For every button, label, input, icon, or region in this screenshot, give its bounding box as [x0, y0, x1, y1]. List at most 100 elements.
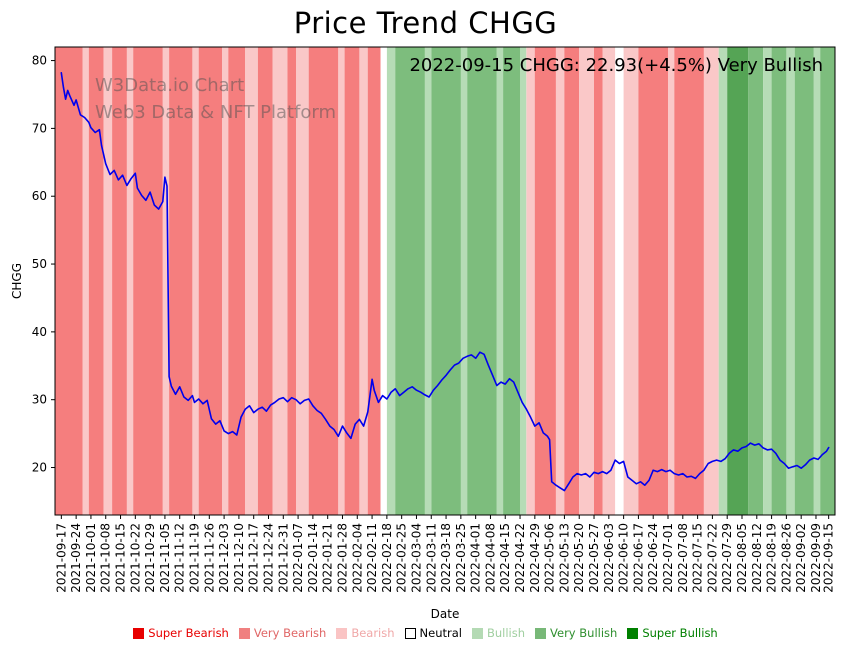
- x-tick-label: 2022-08-26: [779, 523, 793, 593]
- sentiment-band-very_bearish: [88, 47, 104, 515]
- x-tick-label: 2021-12-31: [276, 523, 290, 593]
- x-tick-label: 2021-09-24: [69, 523, 83, 593]
- x-tick-label: 2022-06-10: [617, 523, 631, 593]
- x-tick-label: 2022-01-14: [306, 523, 320, 593]
- x-tick-label: 2022-05-20: [572, 523, 586, 593]
- sentiment-band-bearish: [296, 47, 309, 515]
- sentiment-band-bearish: [623, 47, 639, 515]
- x-tick-label: 2022-01-21: [321, 523, 335, 593]
- y-tick-label: 80: [32, 54, 47, 68]
- sentiment-band-very_bullish: [820, 47, 835, 515]
- x-tick-label: 2021-10-29: [143, 523, 157, 593]
- x-tick-label: 2021-10-15: [114, 523, 128, 593]
- x-tick-label: 2022-02-25: [395, 523, 409, 593]
- chart-title: Price Trend CHGG: [293, 6, 558, 40]
- y-axis-label: CHGG: [10, 263, 24, 299]
- sentiment-band-very_bullish: [503, 47, 520, 515]
- watermark-line1: W3Data.io Chart: [95, 75, 245, 96]
- x-tick-label: 2022-04-01: [469, 523, 483, 593]
- sentiment-band-very_bearish: [287, 47, 296, 515]
- latest-price-annotation: 2022-09-15 CHGG: 22.93(+4.5%) Very Bulli…: [409, 55, 823, 76]
- price-line: [60, 72, 830, 492]
- x-tick-label: 2022-03-11: [424, 523, 438, 593]
- x-tick-label: 2022-08-12: [750, 523, 764, 593]
- sentiment-band-very_bearish: [55, 47, 83, 515]
- y-tick-label: 50: [32, 257, 47, 271]
- sentiment-band-very_bearish: [534, 47, 556, 515]
- legend-item: Super Bullish: [627, 626, 718, 640]
- legend-label: Very Bearish: [253, 626, 327, 640]
- legend-item: Very Bullish: [535, 626, 617, 640]
- sentiment-band-very_bearish: [112, 47, 127, 515]
- legend-label: Bullish: [486, 626, 526, 640]
- x-tick-label: 2022-09-09: [809, 523, 823, 593]
- x-tick-label: 2022-07-22: [705, 523, 719, 593]
- legend-swatch: [627, 627, 639, 639]
- x-tick-label: 2022-03-25: [454, 523, 468, 593]
- legend-swatch: [238, 627, 250, 639]
- x-tick-label: 2022-04-22: [513, 523, 527, 593]
- y-tick-label: 30: [32, 393, 47, 407]
- x-tick-label: 2022-03-18: [439, 523, 453, 593]
- sentiment-band-very_bearish: [564, 47, 580, 515]
- sentiment-band-very_bullish: [431, 47, 461, 515]
- sentiment-band-bullish: [424, 47, 432, 515]
- sentiment-band-bullish: [520, 47, 527, 515]
- sentiment-band-bearish: [162, 47, 170, 515]
- sentiment-band-bearish: [703, 47, 719, 515]
- sentiment-band-very_bearish: [169, 47, 193, 515]
- y-tick-label: 40: [32, 325, 47, 339]
- sentiment-band-bearish: [82, 47, 89, 515]
- legend-item: Bearish: [336, 626, 395, 640]
- legend-swatch: [336, 627, 348, 639]
- x-tick-label: 2021-12-17: [247, 523, 261, 593]
- sentiment-band-bearish: [668, 47, 675, 515]
- legend-swatch: [133, 627, 145, 639]
- sentiment-band-bullish: [386, 47, 396, 515]
- sentiment-band-very_bearish: [133, 47, 163, 515]
- legend-swatch: [404, 627, 416, 639]
- x-tick-label: 2021-10-22: [128, 523, 142, 593]
- sentiment-band-bullish: [786, 47, 795, 515]
- x-tick-label: 2022-02-11: [365, 523, 379, 593]
- sentiment-band-bullish: [460, 47, 468, 515]
- legend-item: Super Bearish: [133, 626, 229, 640]
- sentiment-band-bearish: [338, 47, 345, 515]
- x-tick-label: 2022-06-17: [631, 523, 645, 593]
- sentiment-band-very_bearish: [638, 47, 668, 515]
- x-tick-label: 2022-01-28: [335, 523, 349, 593]
- sentiment-band-bullish: [813, 47, 821, 515]
- x-tick-label: 2022-05-13: [557, 523, 571, 593]
- x-tick-label: 2022-09-15: [822, 523, 836, 593]
- x-tick-label: 2021-11-26: [202, 523, 216, 593]
- sentiment-band-very_bearish: [674, 47, 704, 515]
- legend-label: Bearish: [351, 626, 395, 640]
- sentiment-band-bearish: [192, 47, 199, 515]
- x-tick-label: 2021-12-10: [232, 523, 246, 593]
- x-axis-label: Date: [431, 607, 460, 621]
- sentiment-band-very_bullish: [794, 47, 814, 515]
- sentiment-band-very_bullish: [748, 47, 764, 515]
- x-tick-label: 2022-04-08: [483, 523, 497, 593]
- sentiment-band-neutral: [615, 47, 624, 515]
- x-tick-label: 2022-08-05: [735, 523, 749, 593]
- sentiment-band-bearish: [579, 47, 594, 515]
- sentiment-band-very_bearish: [257, 47, 273, 515]
- sentiment-band-bearish: [556, 47, 565, 515]
- legend-label: Super Bearish: [148, 626, 229, 640]
- legend-swatch: [535, 627, 547, 639]
- x-tick-label: 2022-02-18: [380, 523, 394, 593]
- x-tick-label: 2022-09-02: [794, 523, 808, 593]
- x-tick-label: 2021-10-01: [84, 523, 98, 593]
- x-tick-label: 2022-07-01: [661, 523, 675, 593]
- sentiment-band-very_bullish: [771, 47, 787, 515]
- x-tick-label: 2021-11-05: [158, 523, 172, 593]
- sentiment-band-bearish: [359, 47, 368, 515]
- legend-label: Super Bullish: [642, 626, 718, 640]
- sentiment-band-bullish: [496, 47, 504, 515]
- sentiment-band-very_bullish: [467, 47, 497, 515]
- legend-label: Neutral: [419, 626, 462, 640]
- x-tick-label: 2022-01-07: [291, 523, 305, 593]
- x-tick-label: 2022-08-19: [765, 523, 779, 593]
